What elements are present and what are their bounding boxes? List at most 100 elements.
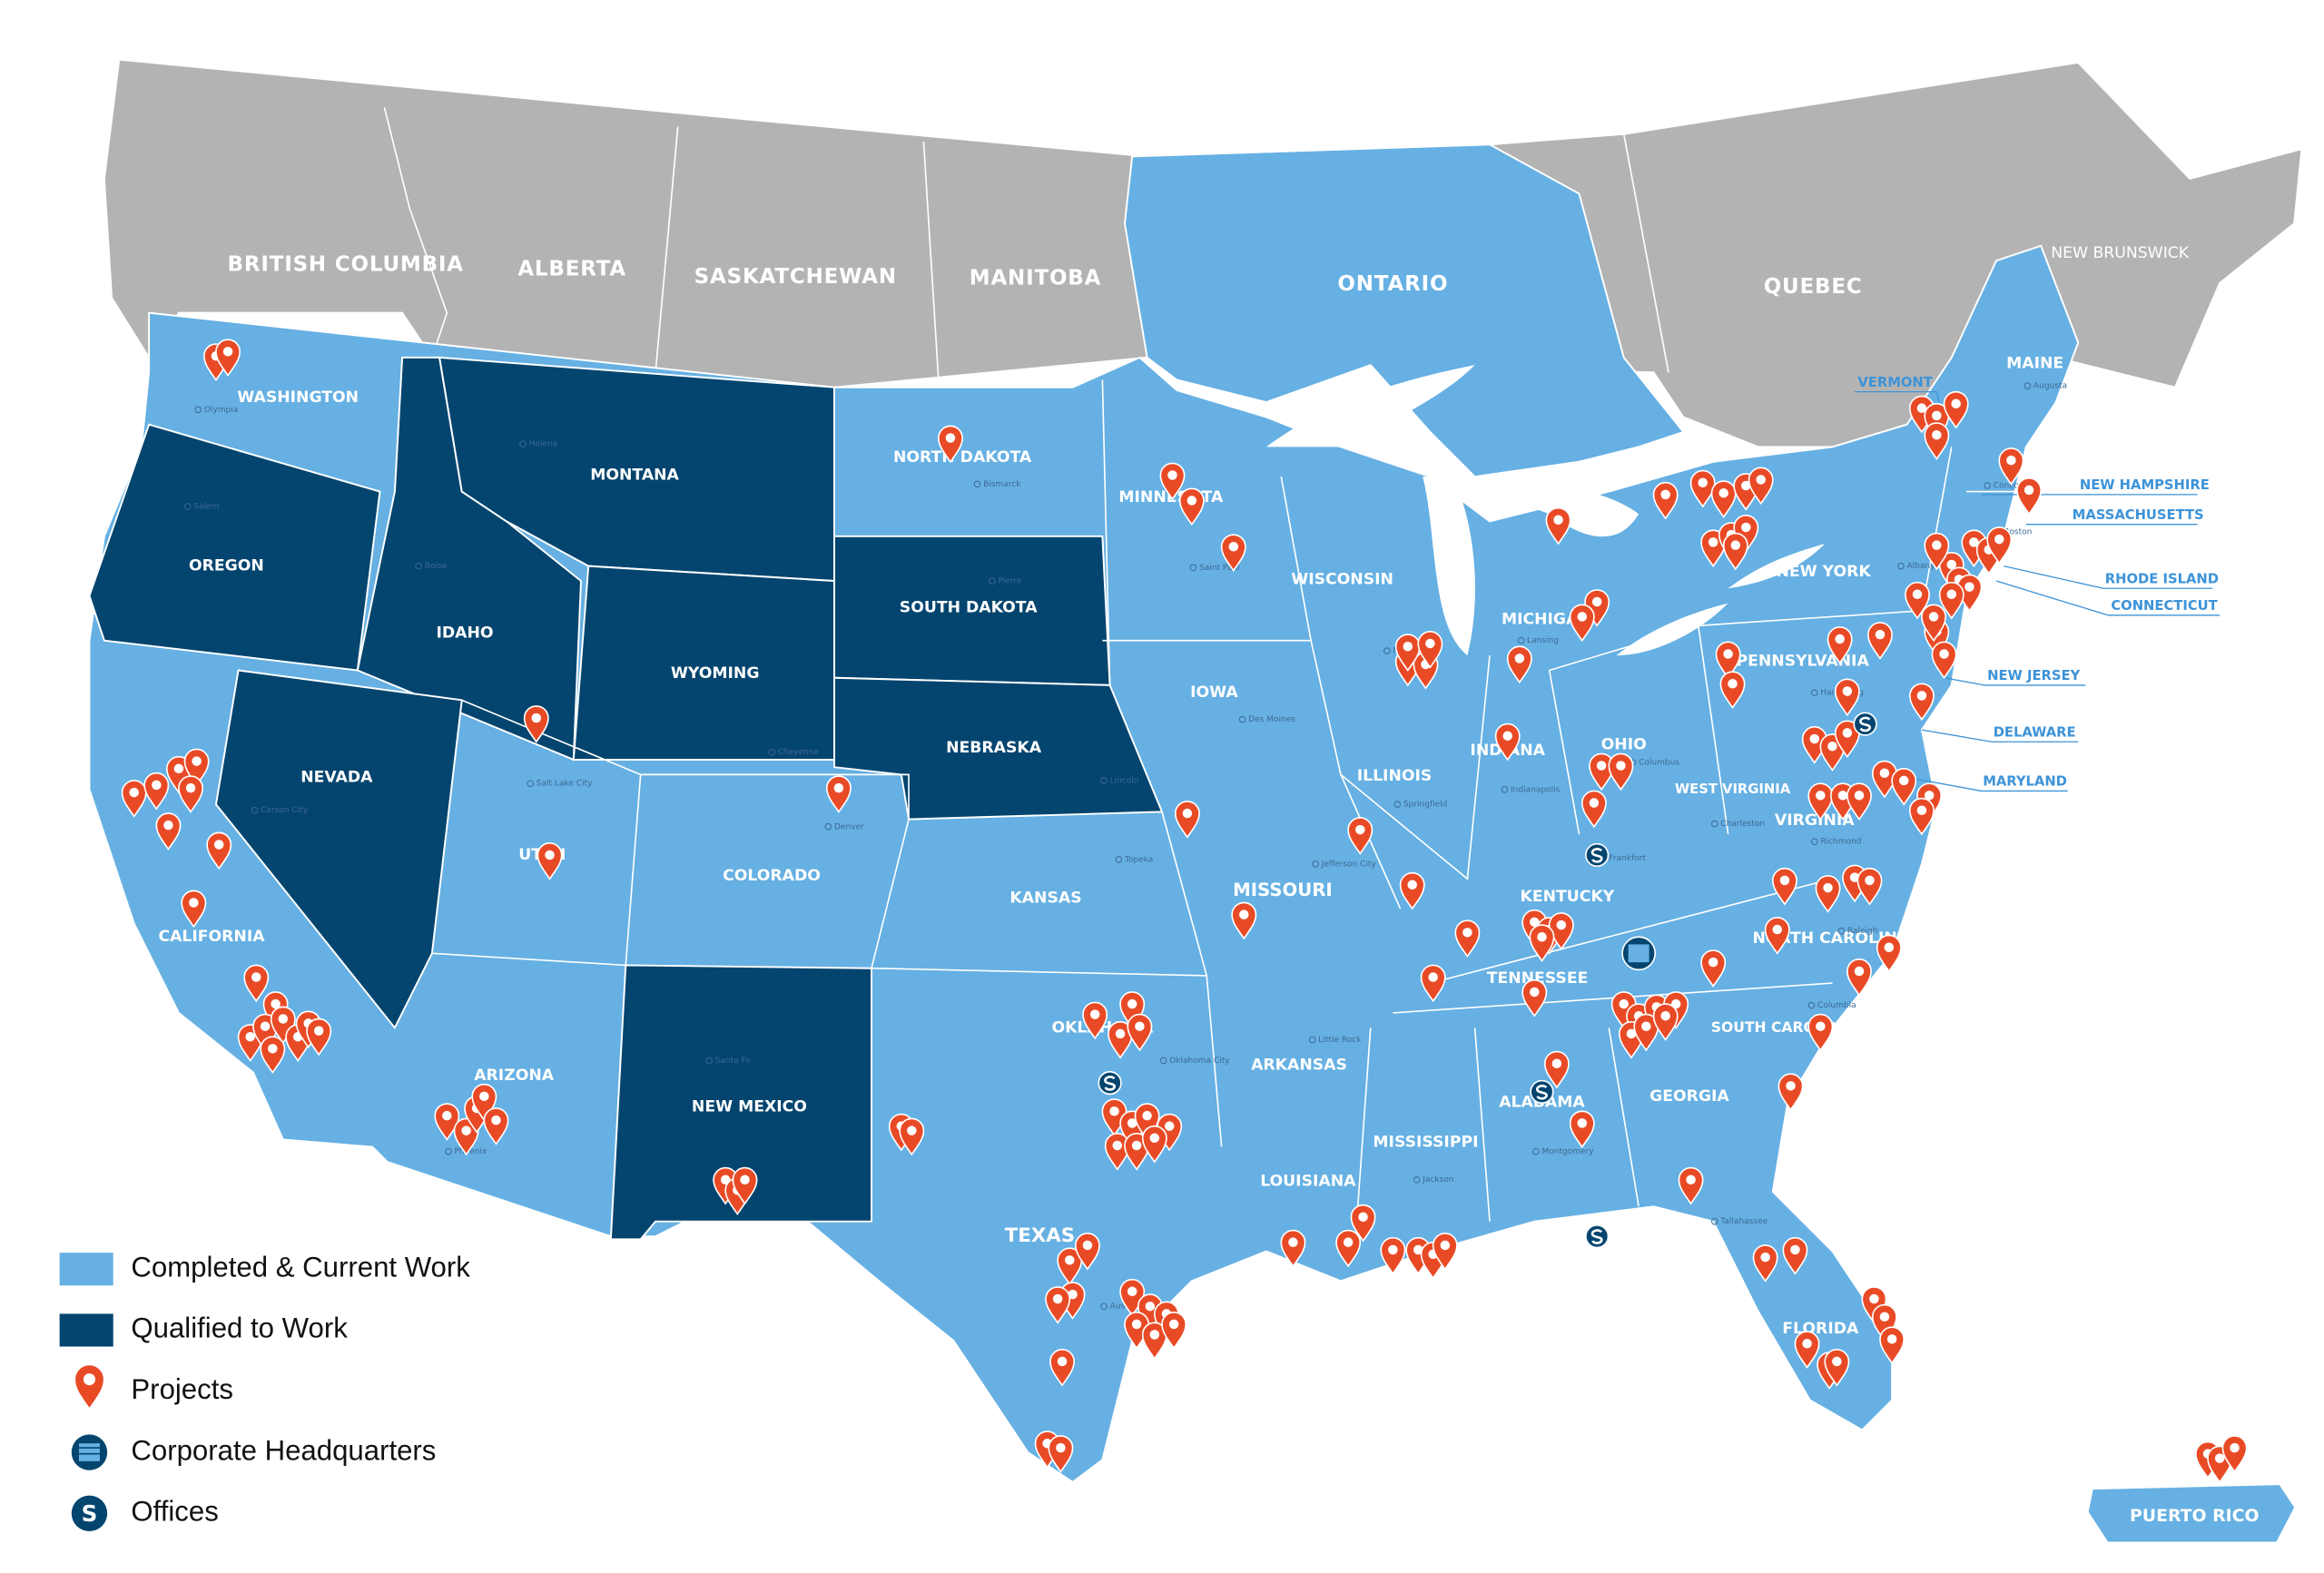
pin-body (1347, 817, 1374, 855)
pin-body (1048, 1435, 1074, 1473)
pin-body (178, 775, 204, 813)
project-pin (2221, 1435, 2248, 1473)
qualified-states (88, 356, 1164, 1241)
state-label: NEW YORK (1776, 563, 1871, 581)
project-pin (1082, 1001, 1108, 1040)
pin-dot (1969, 537, 1979, 547)
small-state-label: DELAWARE (1994, 724, 2076, 740)
pin-body (181, 890, 207, 929)
state-label: MISSISSIPPI (1373, 1134, 1478, 1152)
pin-body (1569, 604, 1595, 643)
state-label: COLORADO (723, 867, 821, 885)
pin-dot (1816, 1021, 1826, 1031)
capital-dot (1517, 636, 1525, 644)
pin-dot (2024, 485, 2034, 496)
pin-dot (1425, 638, 1435, 649)
project-pin (1924, 532, 1950, 571)
pin-body (1545, 506, 1571, 546)
capital-dot (1532, 1147, 1540, 1155)
pin-body (260, 1036, 286, 1074)
capital-label: Helena (529, 440, 558, 449)
project-pin (1856, 867, 1883, 906)
pin-dot (1760, 1252, 1770, 1263)
pin-dot (1932, 429, 1942, 440)
project-pin (1678, 1166, 1704, 1205)
pin-dot (1082, 1240, 1093, 1251)
pin-body (1846, 959, 1872, 997)
pin-body (1924, 422, 1950, 460)
small-state-label: MASSACHUSETTS (2073, 507, 2204, 523)
capital-dot (1897, 562, 1905, 570)
project-pin (155, 812, 182, 850)
pin-dot (1686, 1175, 1696, 1185)
state-label: NEW MEXICO (692, 1097, 807, 1116)
state-label: MICHIGAN (1502, 611, 1591, 629)
pin-dot (1358, 1212, 1368, 1223)
capital-label: Oklahoma City (1169, 1057, 1230, 1066)
capital-label: Topeka (1124, 855, 1153, 864)
project-pin (74, 1363, 105, 1411)
capital-label: Lansing (1527, 636, 1559, 645)
pin-dot (1884, 942, 1895, 952)
pin-dot (1530, 987, 1540, 998)
pin-body (938, 425, 963, 464)
pin-dot (1619, 998, 1629, 1009)
pin-dot (260, 1021, 271, 1031)
office-icon (1853, 712, 1877, 736)
pin-body (1931, 641, 1957, 680)
project-pin (1879, 1326, 1905, 1364)
pin-dot (1127, 1118, 1137, 1128)
pin-dot (1951, 398, 1961, 409)
pin-dot (1239, 909, 1249, 919)
state-borders (394, 357, 2026, 1237)
pin-dot (1809, 733, 1820, 744)
project-pin (1827, 626, 1853, 664)
small-state-label: NEW JERSEY (1987, 668, 2080, 683)
pin-dot (1551, 1058, 1562, 1068)
project-pin (1178, 487, 1205, 526)
pin-body (1807, 782, 1834, 821)
pin-dot (1057, 1356, 1068, 1367)
project-pin (434, 1103, 460, 1141)
pin-dot (1741, 480, 1751, 491)
project-pin (1399, 871, 1425, 910)
pin-body (1127, 1013, 1153, 1052)
project-pin (1141, 1322, 1167, 1361)
state-label: TENNESSEE (1487, 969, 1589, 988)
project-pin (1905, 581, 1930, 620)
capital-dot (519, 440, 527, 447)
state-label: WASHINGTON (237, 388, 359, 407)
legend-swatch (59, 1313, 113, 1347)
project-pin (1700, 949, 1727, 988)
project-pin (1335, 1229, 1362, 1268)
project-pin (306, 1018, 332, 1057)
pin-body (1924, 532, 1950, 571)
province-label: QUEBEC (1764, 275, 1863, 299)
pin-dot (1407, 880, 1417, 890)
pin-dot (1149, 1330, 1160, 1340)
pin-dot (1924, 791, 1935, 801)
pin-dot (1167, 470, 1177, 480)
project-pin (1807, 782, 1834, 821)
capital-dot (194, 406, 202, 414)
capital-label: Concord (1994, 482, 2027, 491)
pin-body (1652, 481, 1679, 520)
project-pin (1108, 1020, 1134, 1059)
pin-body (1506, 645, 1532, 684)
pin-dot (1708, 957, 1718, 968)
pin-dot (1708, 537, 1718, 547)
legend-label: Corporate Headquarters (131, 1434, 436, 1466)
pin-body (143, 772, 170, 811)
state-label: SOUTH DAKOTA (900, 599, 1038, 617)
pin-dot (1187, 496, 1197, 506)
pin-dot (479, 1091, 489, 1102)
capital-label: Cheyenne (778, 748, 820, 757)
project-pin (181, 890, 207, 929)
capital-label: Springfield (1403, 801, 1448, 810)
capital-dot (251, 806, 259, 814)
pin-dot (1589, 798, 1600, 808)
capital-label: Denver (834, 822, 864, 831)
state-label: WISCONSIN (1291, 570, 1393, 588)
pin-dot (1109, 1106, 1119, 1116)
project-pin (1581, 790, 1607, 829)
